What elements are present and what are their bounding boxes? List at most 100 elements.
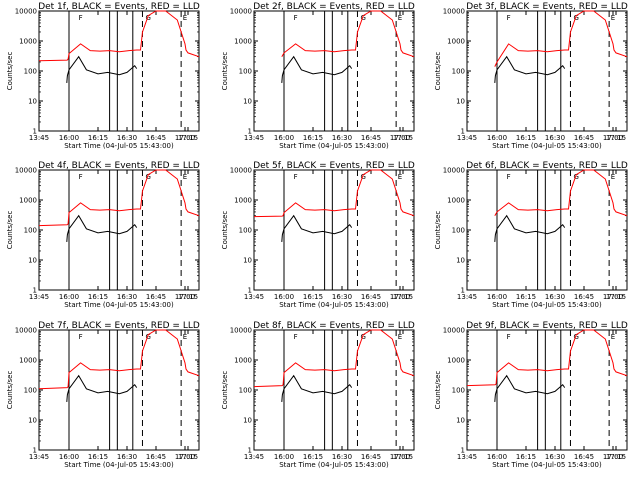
x-tick-label: 16:30 <box>332 453 352 461</box>
series-line-black <box>281 374 353 402</box>
y-tick-label: 10 <box>28 417 37 425</box>
y-tick-label: 1 <box>461 287 465 295</box>
series-line-black <box>66 214 138 242</box>
series-line-black <box>66 374 138 402</box>
y-axis-label: Counts/sec <box>6 371 14 410</box>
y-tick-label: 1000 <box>447 357 465 365</box>
plot-frame <box>253 329 415 451</box>
x-tick-label: 16:45 <box>574 453 594 461</box>
y-tick-label: 100 <box>24 387 37 395</box>
y-tick-label: 1 <box>33 128 37 136</box>
y-tick-label: 1 <box>33 447 37 455</box>
marker-label: E <box>398 14 402 22</box>
marker-label: G <box>146 14 151 22</box>
y-tick-label: 10 <box>456 98 465 106</box>
marker-label: E <box>398 333 402 341</box>
series-line-black <box>281 214 353 242</box>
x-tick-label: 17:00 <box>390 453 410 461</box>
y-tick-label: 1000 <box>19 357 37 365</box>
marker-label: F <box>294 173 298 181</box>
marker-label: F <box>294 14 298 22</box>
marker-label: F <box>294 333 298 341</box>
y-tick-label: 1000 <box>19 197 37 205</box>
panel-title: Det 3f, BLACK = Events, RED = LLD <box>466 2 628 12</box>
marker-label: G <box>574 333 579 341</box>
x-tick-label: 17:15 <box>178 293 198 301</box>
y-tick-label: 1 <box>248 447 252 455</box>
x-axis-label: Start Time (04-Jul-05 15:43:00) <box>64 301 174 309</box>
panel-det-9: 1 10 100 1000 10000 13:45 16:00 16:15 16:30 16:45… <box>434 321 628 469</box>
x-axis-label: Start Time (04-Jul-05 15:43:00) <box>279 461 389 469</box>
panel-det-2: 1 10 100 1000 10000 13:45 16:00 16:15 16:30 16:45… <box>221 2 415 150</box>
panel-title: Det 5f, BLACK = Events, RED = LLD <box>253 161 415 171</box>
panel-det-6: 1 10 100 1000 10000 13:45 16:00 16:15 16:30 16:45… <box>434 161 628 309</box>
plot-frame <box>466 10 628 132</box>
x-tick-label: 16:00 <box>487 293 507 301</box>
marker-label: F <box>507 14 511 22</box>
x-tick-label: 16:45 <box>146 293 166 301</box>
y-tick-label: 1000 <box>234 38 252 46</box>
marker-label: E <box>183 173 187 181</box>
series-line-black <box>494 374 566 402</box>
series-line-red <box>281 10 415 58</box>
x-tick-label: 16:00 <box>59 293 79 301</box>
x-tick-label: 13:45 <box>29 134 49 142</box>
y-tick-label: 10000 <box>443 167 465 175</box>
marker-label: E <box>183 14 187 22</box>
x-tick-label: 16:15 <box>516 453 536 461</box>
x-tick-label: 16:00 <box>274 453 294 461</box>
x-tick-label: 16:30 <box>545 453 565 461</box>
panel-det-4: 1 10 100 1000 10000 13:45 16:00 16:15 16:30 16:45… <box>6 161 200 309</box>
x-tick-label: 17:15 <box>393 293 413 301</box>
y-tick-label: 100 <box>452 387 465 395</box>
x-tick-label: 16:30 <box>117 453 137 461</box>
series-line-red <box>38 329 200 390</box>
y-tick-label: 10000 <box>15 8 37 16</box>
y-axis-label: Counts/sec <box>221 371 229 410</box>
series-line-red <box>38 169 200 227</box>
y-tick-label: 1 <box>248 287 252 295</box>
x-tick-label: 16:00 <box>59 453 79 461</box>
y-tick-label: 100 <box>452 227 465 235</box>
x-axis-label: Start Time (04-Jul-05 15:43:00) <box>64 142 174 150</box>
plot-frame <box>466 329 628 451</box>
y-tick-label: 100 <box>239 387 252 395</box>
y-tick-label: 1 <box>248 128 252 136</box>
series-line-red <box>253 169 415 218</box>
series-line-red <box>38 10 200 62</box>
y-tick-label: 10 <box>28 98 37 106</box>
x-tick-label: 16:15 <box>516 293 536 301</box>
y-tick-label: 10000 <box>443 327 465 335</box>
panel-title: Det 7f, BLACK = Events, RED = LLD <box>38 321 200 331</box>
marker-label: G <box>361 14 366 22</box>
y-tick-label: 10 <box>243 417 252 425</box>
x-tick-label: 16:00 <box>274 293 294 301</box>
x-tick-label: 16:00 <box>274 134 294 142</box>
x-tick-label: 13:45 <box>244 453 264 461</box>
x-tick-label: 17:00 <box>175 134 195 142</box>
x-tick-label: 17:00 <box>175 293 195 301</box>
y-tick-label: 10 <box>28 257 37 265</box>
y-tick-label: 1 <box>461 447 465 455</box>
x-tick-label: 16:45 <box>574 293 594 301</box>
panel-det-3: 1 10 100 1000 10000 13:45 16:00 16:15 16:30 16:45… <box>434 2 628 150</box>
y-axis-label: Counts/sec <box>221 211 229 250</box>
panel-det-5: 1 10 100 1000 10000 13:45 16:00 16:15 16:30 16:45… <box>221 161 415 309</box>
panel-title: Det 2f, BLACK = Events, RED = LLD <box>253 2 415 12</box>
plot-frame <box>466 169 628 291</box>
x-tick-label: 16:30 <box>332 293 352 301</box>
plot-frame <box>38 169 200 291</box>
x-tick-label: 16:45 <box>574 134 594 142</box>
x-axis-label: Start Time (04-Jul-05 15:43:00) <box>279 301 389 309</box>
y-tick-label: 10000 <box>230 327 252 335</box>
x-tick-label: 17:15 <box>178 134 198 142</box>
marker-label: E <box>183 333 187 341</box>
marker-label: G <box>361 173 366 181</box>
x-tick-label: 16:15 <box>303 293 323 301</box>
x-tick-label: 13:45 <box>457 134 477 142</box>
plot-frame <box>253 169 415 291</box>
x-tick-label: 16:00 <box>487 453 507 461</box>
y-tick-label: 1 <box>33 287 37 295</box>
y-tick-label: 100 <box>452 68 465 76</box>
